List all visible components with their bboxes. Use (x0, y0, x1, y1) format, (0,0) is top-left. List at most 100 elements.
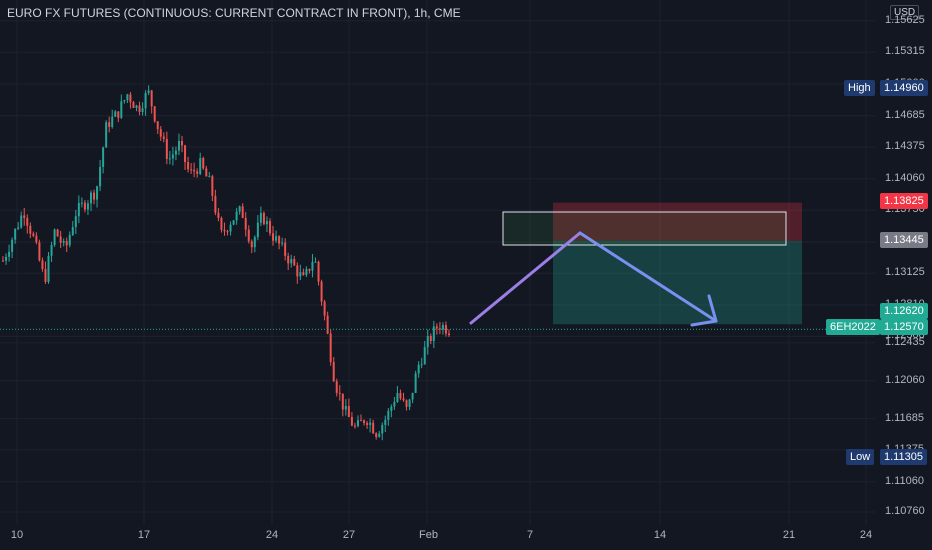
candle-body (387, 410, 390, 420)
candle-body (411, 392, 414, 400)
candle-body (329, 333, 332, 363)
zone-outline-box (502, 211, 787, 246)
candle-body (38, 242, 41, 261)
candle-body (284, 242, 287, 256)
chart-overlays[interactable] (0, 231, 875, 330)
candle-body (441, 325, 444, 330)
candle-body (20, 215, 23, 228)
candle-body (241, 206, 244, 218)
candle-body (311, 261, 314, 271)
candle-body (287, 255, 290, 264)
candle-body (226, 231, 229, 233)
candle-body (65, 241, 68, 246)
candle-body (5, 256, 8, 261)
price-tick-label: 1.14375 (885, 140, 925, 153)
candle-body (89, 192, 92, 204)
candle-body (29, 225, 32, 234)
candle-body (323, 301, 326, 316)
chart-title: EURO FX FUTURES (CONTINUOUS: CURRENT CON… (7, 6, 461, 20)
candle-body (171, 154, 174, 159)
price-tick-label: 1.13125 (885, 266, 925, 279)
candle-body (229, 224, 232, 232)
candle-body (420, 364, 423, 366)
currency-button[interactable]: USD (890, 5, 920, 20)
candle-body (144, 92, 147, 109)
candle-body (378, 433, 381, 437)
candle-body (217, 212, 220, 218)
projected-down-arrow (578, 231, 718, 323)
candle-body (135, 105, 138, 108)
candle-body (168, 158, 171, 160)
candle-body (381, 424, 384, 434)
candle-body (272, 233, 275, 241)
candle-body (114, 111, 117, 117)
grid-lines (0, 0, 875, 525)
stop-zone (553, 202, 802, 241)
candle-body (356, 420, 359, 427)
candle-body (375, 433, 378, 437)
candle-body (214, 195, 217, 213)
candle-body (405, 400, 408, 407)
candle-body (32, 233, 35, 236)
candle-body (14, 228, 17, 240)
candle-body (68, 234, 71, 246)
candle-body (223, 229, 226, 232)
last-price-badge: 1.12570 (880, 319, 928, 335)
entry-price-badge: 1.13445 (880, 232, 928, 248)
candle-body (320, 281, 323, 302)
candle-body (17, 227, 20, 229)
price-tick-label: 1.11060 (885, 474, 924, 487)
candle-body (299, 272, 302, 277)
arrow-head-icon (690, 294, 718, 327)
candle-body (305, 268, 308, 276)
time-tick-label: 14 (653, 529, 667, 541)
candle-body (350, 417, 353, 426)
candle-body (199, 158, 202, 174)
candle-body (366, 423, 369, 425)
candle-body (396, 392, 399, 403)
candle-body (53, 229, 56, 246)
candlestick-series (2, 85, 450, 441)
candle-body (338, 392, 341, 394)
price-tick-label: 1.15315 (885, 45, 925, 58)
candle-body (132, 102, 135, 108)
candle-body (184, 145, 187, 163)
symbol-label: 6EH2022 (826, 319, 880, 335)
candle-body (402, 398, 405, 401)
candle-body (432, 326, 435, 342)
candle-body (150, 90, 153, 107)
candle-body (47, 255, 50, 282)
time-tick-label: 7 (526, 529, 534, 541)
candle-body (369, 422, 372, 425)
candle-body (414, 373, 417, 393)
candle-body (353, 425, 356, 427)
candle-body (174, 150, 177, 155)
stop-loss-badge: 1.13825 (880, 193, 928, 209)
candle-body (105, 122, 108, 148)
price-tick-label: 1.12435 (885, 335, 925, 348)
candle-body (193, 169, 196, 172)
candle-body (341, 393, 344, 410)
candle-body (259, 213, 262, 223)
candle-body (147, 90, 150, 93)
candle-body (177, 140, 180, 151)
candle-body (256, 222, 259, 238)
candle-body (417, 364, 420, 374)
candle-body (220, 217, 223, 230)
candle-body (120, 101, 123, 118)
time-tick-label: 24 (859, 529, 873, 541)
candle-body (102, 147, 105, 167)
candle-body (238, 206, 241, 212)
candle-body (96, 186, 99, 200)
candle-body (438, 328, 441, 330)
candle-body (384, 419, 387, 425)
short-position-tool[interactable] (502, 202, 802, 325)
candle-body (247, 229, 250, 242)
candle-body (290, 259, 293, 264)
candle-body (268, 221, 271, 234)
candle-body (444, 325, 447, 334)
candle-body (99, 166, 102, 187)
candle-body (262, 213, 265, 225)
candle-body (390, 406, 393, 411)
